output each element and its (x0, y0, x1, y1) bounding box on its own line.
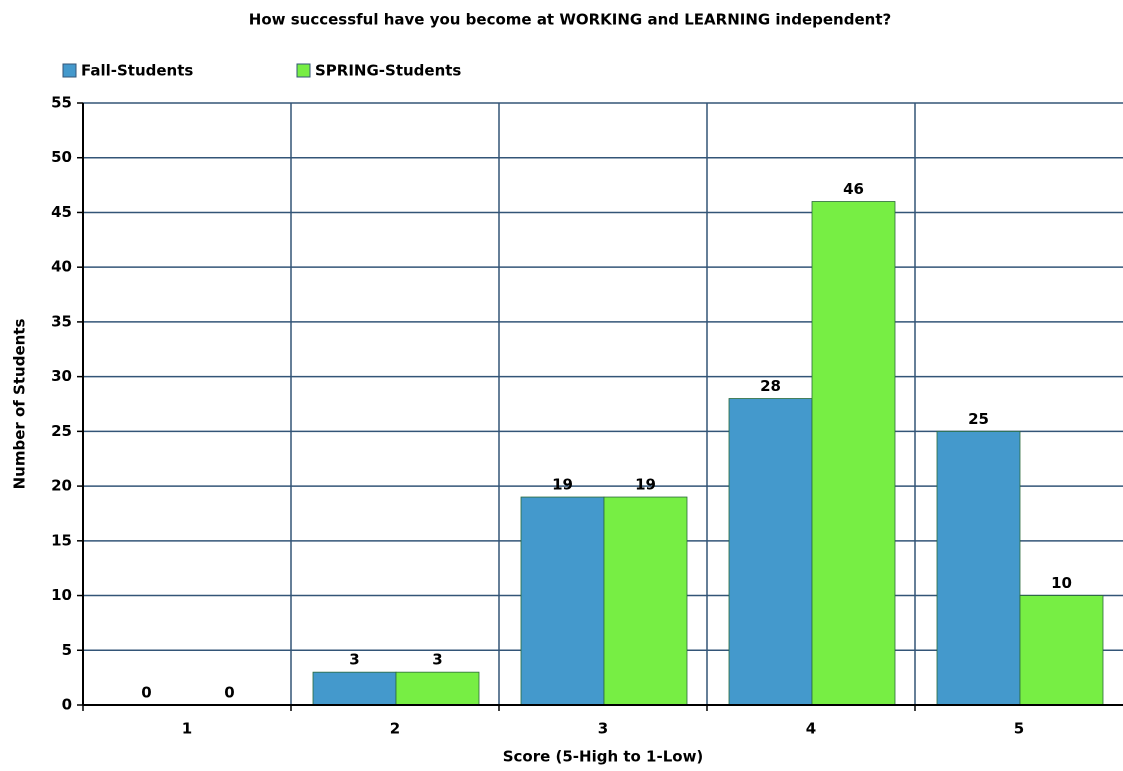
y-tick-label: 50 (51, 148, 72, 166)
legend-swatch (296, 63, 311, 78)
chart-title: How successful have you become at WORKIN… (249, 11, 891, 29)
data-label: 10 (1051, 574, 1072, 592)
y-tick-label: 5 (62, 641, 72, 659)
y-tick-label: 0 (62, 696, 72, 714)
data-label: 19 (635, 476, 656, 494)
x-axis-label: Score (5-High to 1-Low) (503, 748, 704, 766)
bar (1019, 595, 1104, 706)
x-tick-label: 1 (182, 720, 192, 738)
y-axis-label: Number of Students (11, 319, 29, 490)
x-tick-label: 5 (1014, 720, 1024, 738)
data-label: 46 (843, 180, 864, 198)
y-tick-label: 30 (51, 367, 72, 385)
y-tick-label: 25 (51, 422, 72, 440)
y-tick-label: 20 (51, 477, 72, 495)
x-tick-label: 3 (598, 720, 608, 738)
data-label: 3 (349, 651, 359, 669)
y-tick-label: 15 (51, 531, 72, 549)
data-label: 28 (760, 377, 781, 395)
bar (811, 201, 896, 706)
data-label: 3 (432, 651, 442, 669)
data-label: 19 (552, 476, 573, 494)
x-tick-label: 2 (390, 720, 400, 738)
x-tick-label: 4 (806, 720, 816, 738)
data-label: 0 (141, 684, 151, 702)
legend-label: Fall-Students (81, 62, 193, 80)
bar (395, 671, 480, 706)
y-tick-label: 55 (51, 94, 72, 112)
y-tick-label: 40 (51, 258, 72, 276)
bar (603, 496, 688, 706)
data-label: 25 (968, 410, 989, 428)
bar (312, 671, 397, 706)
bar (520, 496, 605, 706)
legend-label: SPRING-Students (315, 62, 461, 80)
bar (936, 430, 1021, 706)
y-tick-label: 35 (51, 312, 72, 330)
legend-swatch (62, 63, 77, 78)
y-tick-label: 45 (51, 203, 72, 221)
bar (728, 398, 813, 706)
y-tick-label: 10 (51, 586, 72, 604)
data-label: 0 (224, 684, 234, 702)
